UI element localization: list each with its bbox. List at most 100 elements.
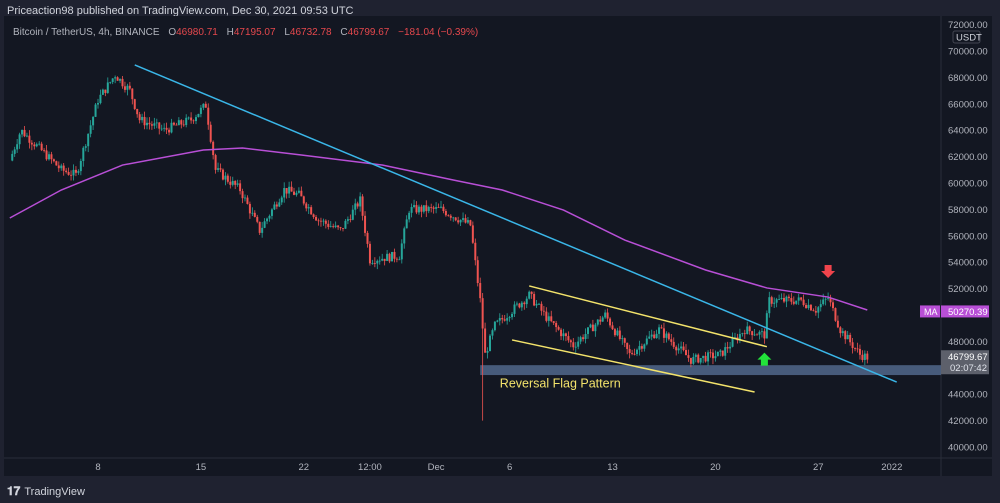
candle: [567, 336, 570, 341]
chart-frame[interactable]: [4, 16, 992, 476]
price-tick: 58000.00: [948, 205, 988, 216]
currency-badge: [952, 30, 981, 44]
candle: [207, 107, 210, 125]
candle: [133, 99, 136, 109]
candle: [542, 310, 545, 312]
candle: [768, 297, 771, 314]
candle: [734, 337, 736, 339]
candle: [143, 116, 146, 126]
candle: [35, 144, 38, 147]
candle: [153, 123, 156, 126]
candle: [92, 116, 95, 126]
candle: [741, 333, 744, 335]
candle: [525, 298, 528, 305]
candle: [547, 316, 550, 321]
candle: [714, 356, 717, 359]
candle: [469, 220, 472, 226]
candle: [38, 143, 41, 145]
candle: [288, 186, 291, 194]
time-tick: 20: [710, 462, 721, 473]
candle: [359, 196, 362, 207]
candle: [256, 216, 259, 222]
candle: [111, 78, 114, 82]
candle: [381, 258, 384, 261]
brand-name: TradingView: [24, 485, 85, 498]
candle: [266, 218, 269, 222]
candle: [248, 203, 251, 214]
candle: [562, 333, 565, 337]
candle: [655, 333, 658, 339]
candle: [496, 320, 499, 322]
candle: [449, 215, 452, 218]
candle: [582, 337, 585, 340]
candle: [435, 207, 438, 209]
candle: [40, 143, 43, 151]
candle: [863, 353, 866, 360]
candle: [383, 258, 386, 261]
candle: [812, 310, 815, 312]
descending-trendline: [134, 64, 897, 383]
candle: [599, 319, 602, 322]
candle: [131, 88, 134, 100]
candle: [476, 260, 479, 284]
candle: [430, 206, 433, 208]
candle: [437, 207, 440, 208]
candle: [716, 351, 719, 357]
candle: [805, 304, 808, 308]
candle: [484, 328, 487, 353]
candle: [268, 215, 271, 219]
price-tick: 42000.00: [948, 416, 988, 427]
candle: [214, 155, 217, 170]
candle: [670, 339, 673, 342]
candle: [366, 232, 369, 244]
candle: [300, 190, 303, 197]
candle: [459, 219, 462, 223]
symbol-legend: Bitcoin / TetherUS, 4h, BINANCE O46980.7…: [13, 27, 479, 38]
candle: [861, 354, 864, 360]
bar-countdown: 02:07:42: [950, 363, 987, 374]
price-tick: 54000.00: [948, 258, 988, 269]
candle: [104, 89, 107, 93]
candle: [195, 117, 197, 122]
candle: [631, 352, 634, 354]
candle: [854, 348, 857, 349]
candle: [356, 203, 359, 207]
candle: [569, 340, 572, 343]
candle: [643, 344, 646, 349]
candle: [746, 326, 749, 335]
candle: [770, 297, 773, 304]
candle: [802, 299, 805, 305]
candle: [773, 302, 776, 304]
candle: [518, 303, 521, 308]
candle: [444, 211, 447, 216]
flag-upper-line: [529, 285, 768, 348]
candle: [675, 346, 678, 351]
time-tick: 6: [507, 462, 512, 473]
candle: [261, 227, 264, 233]
candle: [148, 122, 151, 125]
candle: [50, 154, 53, 160]
candle: [221, 169, 224, 180]
candle: [640, 346, 643, 349]
candle: [724, 347, 727, 356]
candle: [23, 129, 26, 137]
support-zone: [480, 365, 941, 376]
candle: [273, 204, 276, 210]
candle: [354, 203, 357, 210]
candle: [440, 206, 442, 208]
candle: [758, 331, 761, 335]
candle: [270, 209, 273, 216]
candle: [236, 183, 239, 185]
candle: [84, 146, 87, 148]
candle: [415, 205, 418, 213]
candle: [234, 180, 237, 185]
candle: [787, 296, 790, 299]
candle: [317, 220, 320, 222]
candle: [43, 150, 46, 151]
candle: [738, 334, 741, 341]
candle: [479, 283, 482, 299]
candle: [82, 147, 85, 161]
candle: [226, 175, 229, 182]
price-tick: 62000.00: [948, 152, 988, 163]
